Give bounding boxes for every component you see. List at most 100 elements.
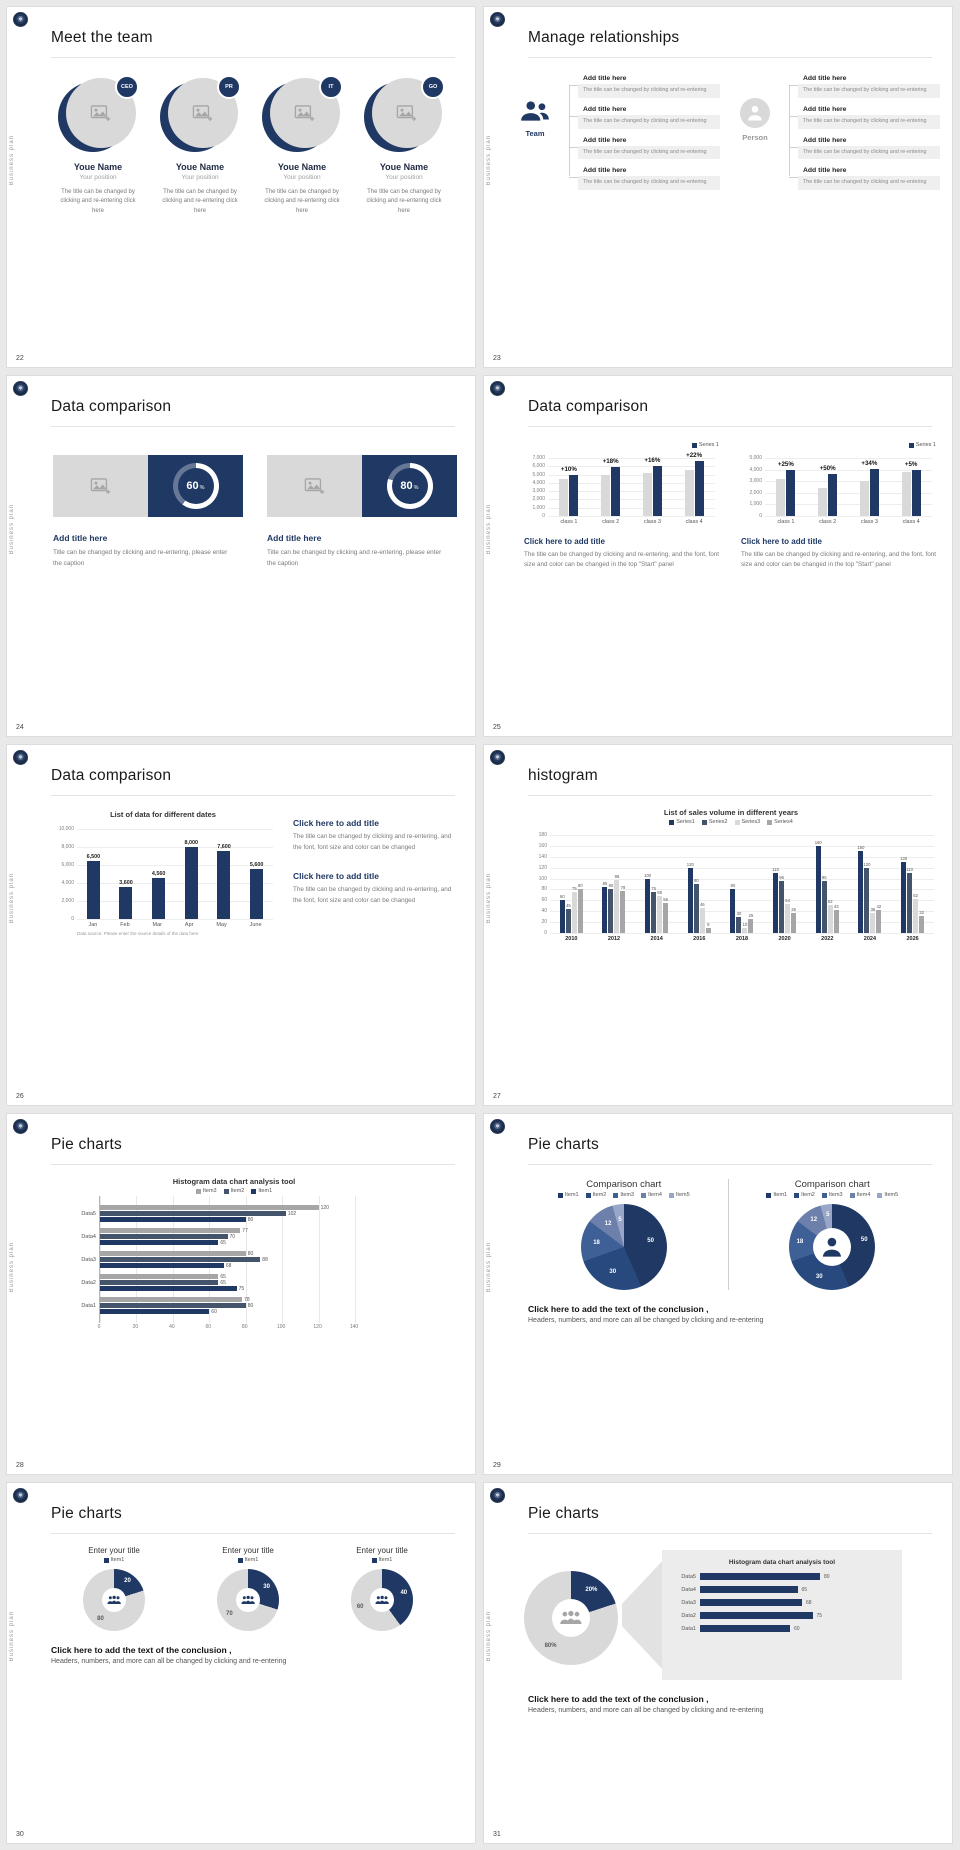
text-block: Click here to add title The title can be… [293,871,459,906]
sidebar-vertical-text: Business plan [486,1242,492,1293]
page-title: Pie charts [528,1505,599,1522]
page-title: Data comparison [51,767,172,784]
page-number: 27 [493,1093,501,1100]
slide-28[interactable]: Business plan Pie charts Histogram data … [6,1113,476,1475]
item-title: Add title here [798,102,940,115]
conclusion-sub: Headers, numbers, and more can all be ch… [528,1317,764,1324]
relationship-item: Add title here The title can be changed … [789,102,940,129]
page-number: 24 [16,724,24,731]
relationship-item: Add title here The title can be changed … [789,164,940,191]
block-body: The title can be changed by clicking and… [741,551,936,569]
role-badge: GO [421,75,445,99]
avatar: IT [262,75,343,154]
page-number: 31 [493,1831,501,1838]
crest-logo-icon [490,1488,505,1503]
comparison-panel: 60% Add title here Title can be changed … [53,455,243,570]
sidebar-vertical-text: Business plan [9,135,15,186]
progress-box: 80% [362,455,457,517]
title-row: Pie charts [51,1136,455,1165]
progress-ring-60: 60% [172,463,219,509]
member-position: Your position [181,174,219,181]
item-desc: The title can be changed by clicking and… [798,84,940,98]
column-chart: List of data for different dates 0 2,000 4,… [49,810,277,936]
donut-funnel-row: 20% 80% Histogram data chart analysis too… [524,1550,936,1680]
chart-block: Series 1 0 1,000 2,000 3,000 4,000 5,000 +25% +5… [741,441,936,571]
team-member-card: IT Youe Name Your position The title can… [255,75,349,216]
page-title: Meet the team [51,29,153,46]
funnel-shape [622,1561,662,1669]
relationship-item: Add title here The title can be changed … [789,72,940,98]
item-desc: The title can be changed by clicking and… [578,176,720,191]
crest-logo-icon [13,750,28,765]
relationship-diagram: Team Add title here The title can be cha… [514,72,940,191]
slide-23[interactable]: Business plan Manage relationships Team … [483,6,953,368]
bar-chart-blocks: Series 1 0 1,000 2,000 3,000 4,000 5,000 6,000 7… [524,441,936,571]
relationship-item: Add title here The title can be changed … [569,133,720,160]
person-icon-column: Person [734,98,776,190]
block-heading: Click here to add title [293,871,379,882]
page-number: 30 [16,1831,24,1838]
crest-logo-icon [490,1119,505,1134]
slide-29[interactable]: Business plan Pie charts Comparison char… [483,1113,953,1475]
conclusion: Click here to add the text of the conclu… [51,1645,455,1665]
sidebar-vertical-text: Business plan [9,504,15,555]
team-members-row: CEO Youe Name Your position The title ca… [51,75,451,216]
donut-chart-30: Enter your title Item1 30 70 [189,1546,307,1631]
chart-block: Series 1 0 1,000 2,000 3,000 4,000 5,000 6,000 7… [524,441,719,571]
team-member-card: CEO Youe Name Your position The title ca… [51,75,145,216]
team-member-card: GO Youe Name Your position The title can… [357,75,451,216]
crest-logo-icon [13,1488,28,1503]
slide-26[interactable]: Business plan Data comparison List of da… [6,744,476,1106]
avatar: CEO [58,75,139,154]
item-title: Add title here [578,72,720,84]
title-row: histogram [528,767,932,796]
donut-chart-20: Enter your title Item1 20 80 [55,1546,173,1631]
comparison-donut-chart: Comparison chart Item1 Item2 Item3 Item4 Item… [727,1179,937,1290]
slide-31[interactable]: Business plan Pie charts 20% 80% Histogra… [483,1482,953,1844]
role-badge: CEO [115,75,139,99]
comparison-panel: 80% Add title here Title can be changed … [267,455,457,570]
conclusion-sub: Headers, numbers, and more can all be ch… [528,1707,764,1714]
comparison-pie-chart: Comparison chart Item1 Item2 Item3 Item4 Item… [520,1179,728,1290]
column-chart: Series 1 0 1,000 2,000 3,000 4,000 5,000 6,000 7… [532,442,719,525]
item-desc: The title can be changed by clicking and… [798,114,940,129]
member-position: Your position [385,174,423,181]
slide-24[interactable]: Business plan Data comparison 60% Add ti… [6,375,476,737]
slide-22[interactable]: Business plan Meet the team CEO Youe Nam… [6,6,476,368]
crest-logo-icon [490,12,505,27]
title-row: Meet the team [51,29,455,58]
comparison-panels: 60% Add title here Title can be changed … [53,455,457,570]
block-heading: Click here to add title [741,537,822,546]
role-badge: IT [319,75,343,99]
panel-heading: Add title here [267,533,322,543]
pie-charts-row: Comparison chart Item1 Item2 Item3 Item4 Item… [520,1179,936,1290]
slide-30[interactable]: Business plan Pie charts Enter your titl… [6,1482,476,1844]
conclusion-heading: Click here to add the text of the conclu… [528,1304,709,1314]
title-row: Manage relationships [528,29,932,58]
member-desc: The title can be changed by clicking and… [60,189,136,214]
page-number: 22 [16,355,24,362]
person-items: Add title here The title can be changed … [789,72,940,191]
page-title: Manage relationships [528,29,680,46]
donut-chart-40: Enter your title Item1 40 60 [323,1546,441,1631]
item-desc: The title can be changed by clicking and… [578,114,720,129]
person-group: Person Add title here The title can be c… [734,72,940,191]
page-title: histogram [528,767,598,784]
donut-chart-80-20: 20% 80% [524,1565,618,1665]
member-position: Your position [283,174,321,181]
page-number: 23 [493,355,501,362]
team-icon-column: Team [514,98,556,190]
title-row: Data comparison [51,398,455,427]
sidebar-vertical-text: Business plan [9,1242,15,1293]
person-label: Person [742,133,768,142]
slide-27[interactable]: Business plan histogram List of sales vo… [483,744,953,1106]
page-title: Data comparison [51,398,172,415]
conclusion-heading: Click here to add the text of the conclu… [528,1694,709,1704]
item-title: Add title here [578,133,720,146]
member-name: Youe Name [73,162,123,172]
image-placeholder-icon [53,455,148,517]
crest-logo-icon [13,381,28,396]
item-desc: The title can be changed by clicking and… [798,176,940,191]
